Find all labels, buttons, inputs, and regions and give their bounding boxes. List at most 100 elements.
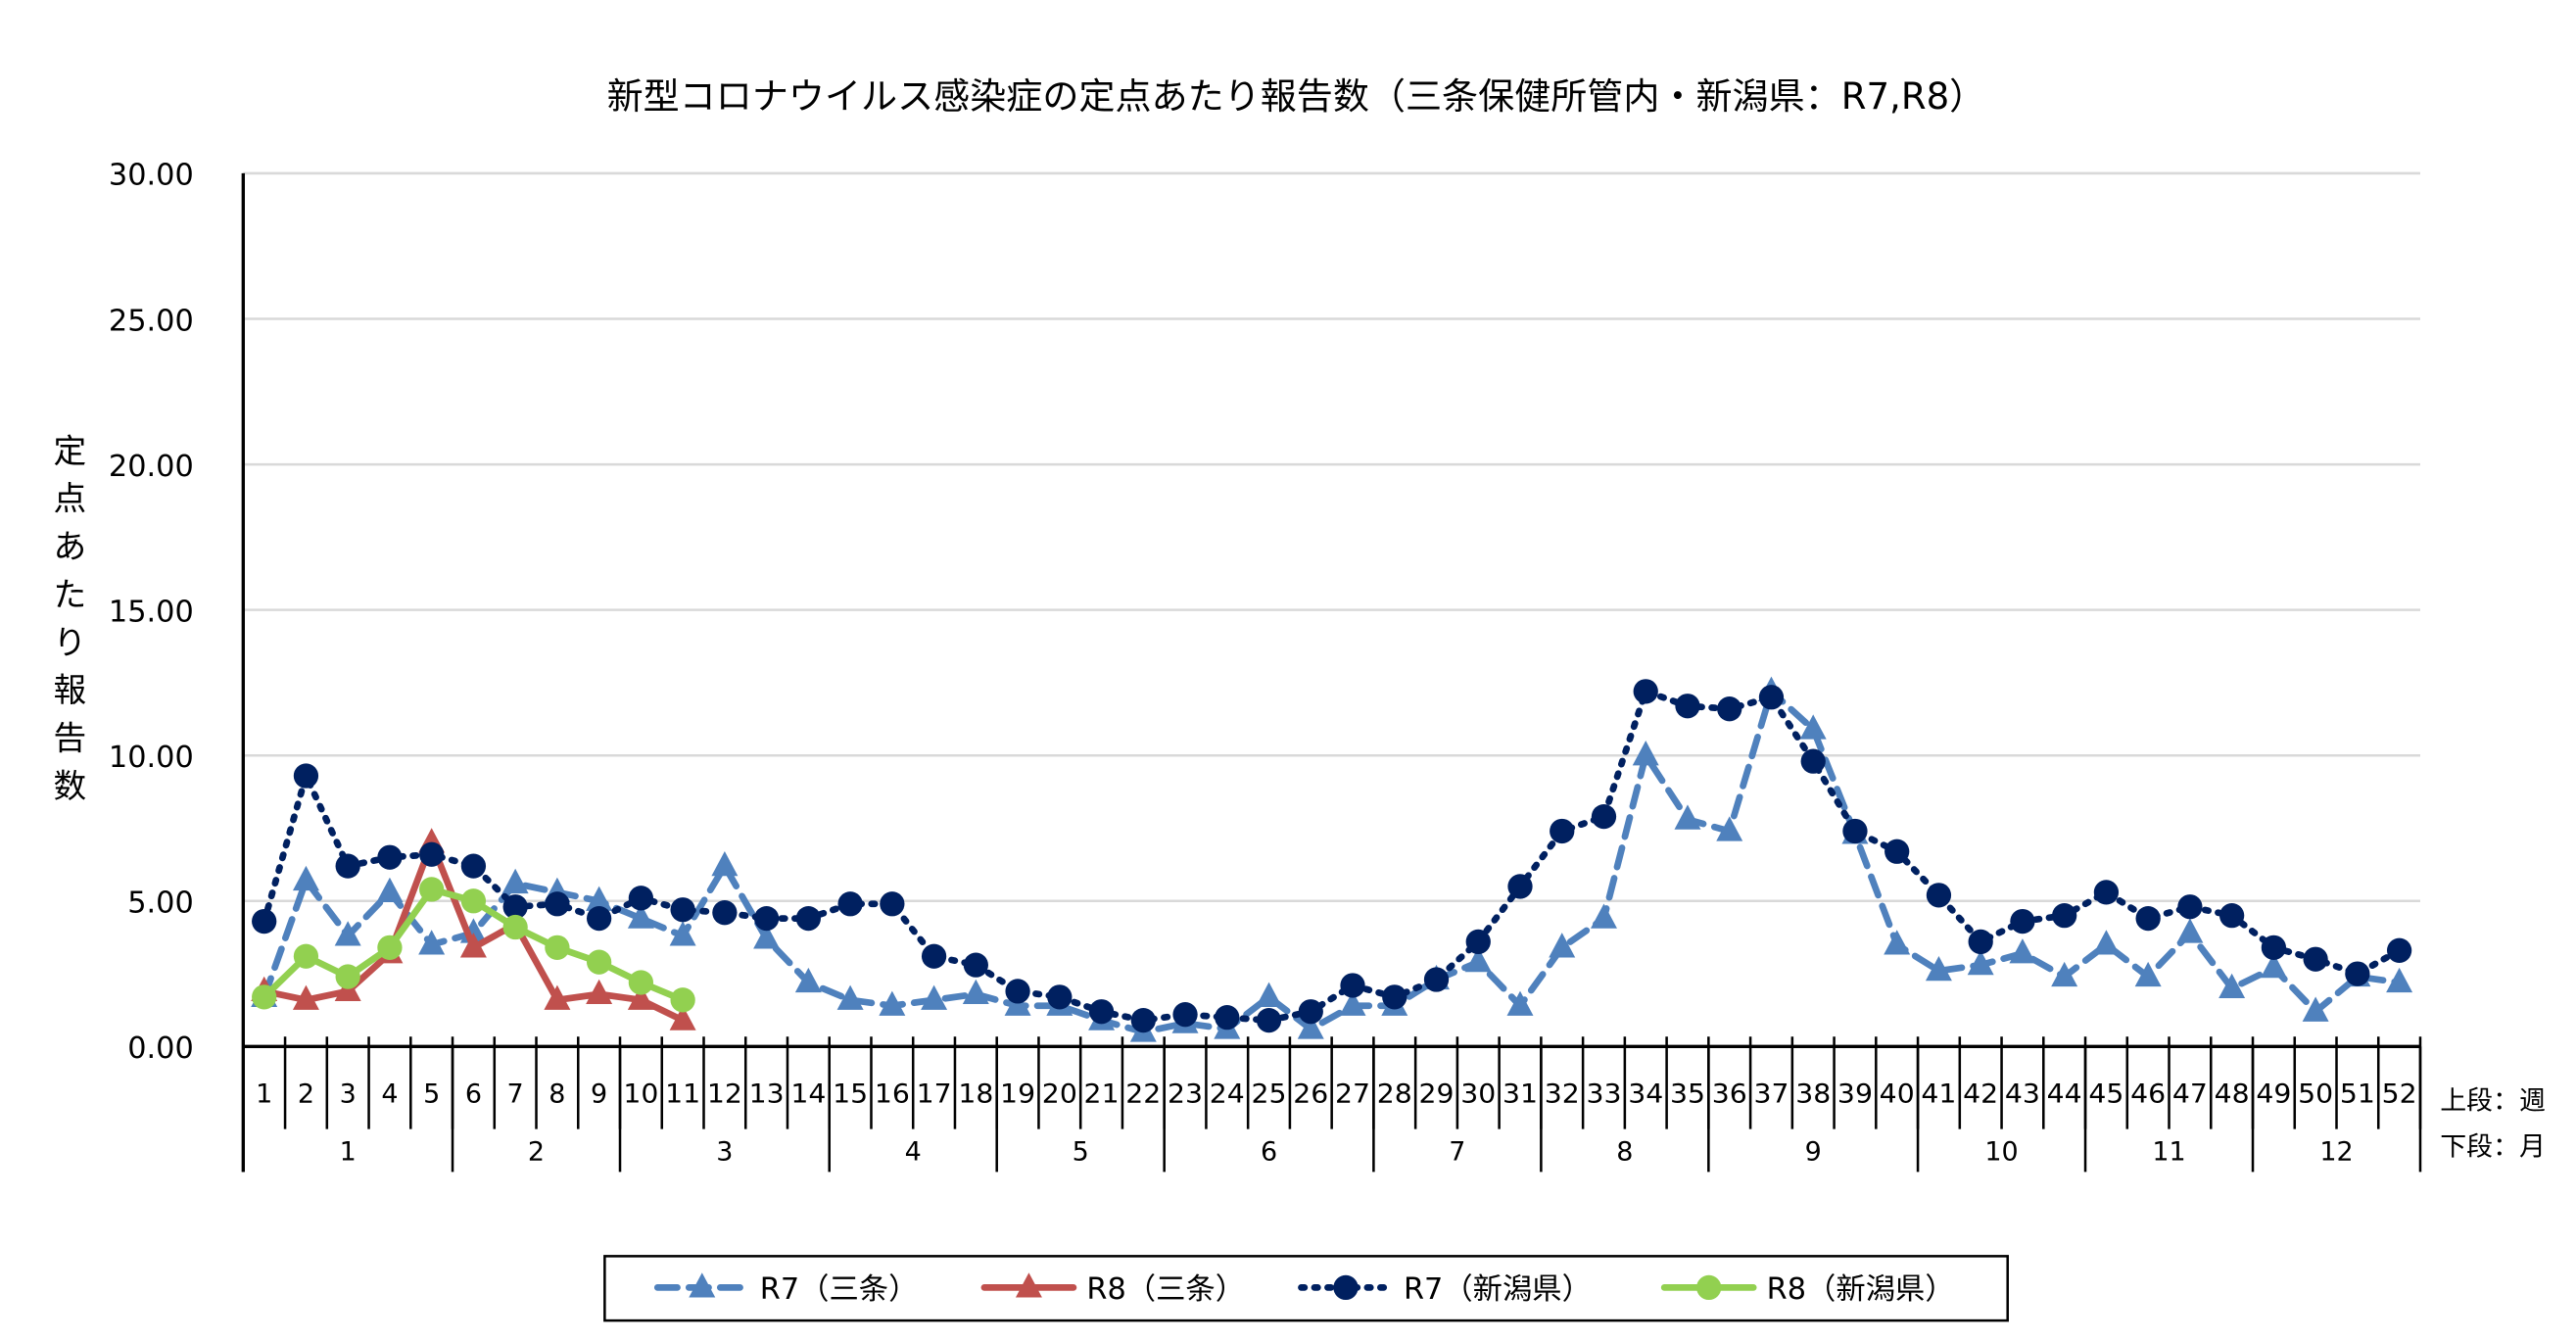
legend-label: R8（三条） <box>1086 1272 1245 1307</box>
week-label: 33 <box>1586 1079 1621 1110</box>
data-point <box>921 984 948 1010</box>
week-label: 23 <box>1168 1079 1203 1110</box>
month-label: 11 <box>2152 1137 2185 1168</box>
data-point <box>545 891 570 917</box>
week-label: 24 <box>1210 1079 1245 1110</box>
data-point <box>712 900 738 926</box>
week-label: 1 <box>256 1079 272 1110</box>
week-label: 42 <box>1963 1079 1998 1110</box>
data-point <box>1674 804 1701 830</box>
data-point <box>376 877 404 902</box>
data-point <box>292 865 319 891</box>
data-point <box>1215 1005 1240 1030</box>
data-point <box>880 891 905 917</box>
data-point <box>502 894 528 920</box>
week-label: 7 <box>507 1079 524 1110</box>
data-point <box>1675 694 1700 719</box>
y-axis-title: 定点あたり報告数 <box>54 432 87 805</box>
data-point <box>2009 938 2036 964</box>
data-point <box>2303 946 2328 972</box>
data-point <box>1800 748 1826 774</box>
y-title-char: 報 <box>54 671 87 709</box>
month-label: 1 <box>340 1137 357 1168</box>
data-point <box>1632 741 1659 766</box>
week-label: 12 <box>707 1079 742 1110</box>
data-point <box>1884 839 1910 864</box>
legend: R7（三条） R8（三条） R7（新潟県） R8（新潟県） <box>603 1255 2009 1322</box>
month-label: 12 <box>2319 1137 2353 1168</box>
data-point <box>586 886 613 911</box>
data-point <box>794 967 822 993</box>
legend-label: R7（新潟県） <box>1404 1272 1592 1307</box>
legend-marker <box>1696 1274 1722 1301</box>
week-label: 52 <box>2382 1079 2417 1110</box>
y-title-char: り <box>54 623 87 661</box>
week-label: 45 <box>2088 1079 2123 1110</box>
data-point <box>2260 952 2287 979</box>
week-label: 16 <box>875 1079 910 1110</box>
data-point <box>1549 933 1576 958</box>
data-point <box>753 924 781 949</box>
week-label: 40 <box>1880 1079 1915 1110</box>
week-label: 49 <box>2256 1079 2291 1110</box>
legend-label: R8（新潟県） <box>1767 1272 1955 1307</box>
data-point <box>753 905 780 932</box>
data-point <box>1339 990 1366 1016</box>
data-point <box>293 943 319 969</box>
data-point <box>1256 982 1283 1007</box>
data-point <box>2135 905 2161 932</box>
week-label: 27 <box>1335 1079 1370 1110</box>
data-point <box>1297 1014 1324 1039</box>
data-point <box>2051 961 2078 987</box>
data-point <box>669 921 696 946</box>
data-point <box>1926 883 1952 908</box>
data-point <box>377 844 403 870</box>
data-point <box>1047 984 1073 1010</box>
data-point <box>1172 1002 1198 1028</box>
week-label: 39 <box>1837 1079 1873 1110</box>
week-label: 30 <box>1460 1079 1496 1110</box>
week-label: 13 <box>749 1079 785 1110</box>
y-title-char: た <box>54 575 87 613</box>
data-point <box>1506 990 1534 1016</box>
week-label: 21 <box>1084 1079 1120 1110</box>
data-point <box>1423 967 1450 992</box>
data-point <box>627 903 654 929</box>
data-point <box>2092 930 2120 955</box>
week-label: 10 <box>623 1079 658 1110</box>
data-point <box>1967 949 1994 976</box>
data-point <box>377 935 403 960</box>
data-point <box>1464 947 1492 973</box>
week-label: 17 <box>917 1079 952 1110</box>
data-point <box>1256 1007 1282 1033</box>
chart-title: 新型コロナウイルス感染症の定点あたり報告数（三条保健所管内・新潟県：R7,R8） <box>607 75 1986 118</box>
data-point <box>545 935 570 960</box>
y-title-char: 告 <box>54 719 87 757</box>
data-point <box>1340 973 1365 998</box>
data-point <box>879 990 906 1016</box>
week-label: 36 <box>1712 1079 1747 1110</box>
week-label: 26 <box>1293 1079 1328 1110</box>
data-point <box>837 891 863 917</box>
data-point <box>2261 935 2287 960</box>
data-point <box>1550 818 1575 844</box>
week-label: 32 <box>1545 1079 1580 1110</box>
series-2 <box>252 679 2412 1033</box>
week-label: 48 <box>2215 1079 2250 1110</box>
data-point <box>1382 984 1407 1010</box>
week-label: 47 <box>2172 1079 2208 1110</box>
data-point <box>419 877 445 902</box>
week-label: 22 <box>1125 1079 1161 1110</box>
data-point <box>1968 929 1993 955</box>
data-point <box>2176 918 2204 943</box>
data-point <box>836 984 864 1010</box>
legend-marker <box>689 1272 716 1298</box>
week-label: 3 <box>340 1079 357 1110</box>
data-point <box>419 841 445 867</box>
y-title-char: 点 <box>54 480 87 518</box>
data-point <box>2177 894 2203 920</box>
data-point <box>1591 903 1617 929</box>
legend-label: R7（三条） <box>760 1272 919 1307</box>
month-label: 3 <box>716 1137 733 1168</box>
y-title-char: 数 <box>54 767 87 805</box>
